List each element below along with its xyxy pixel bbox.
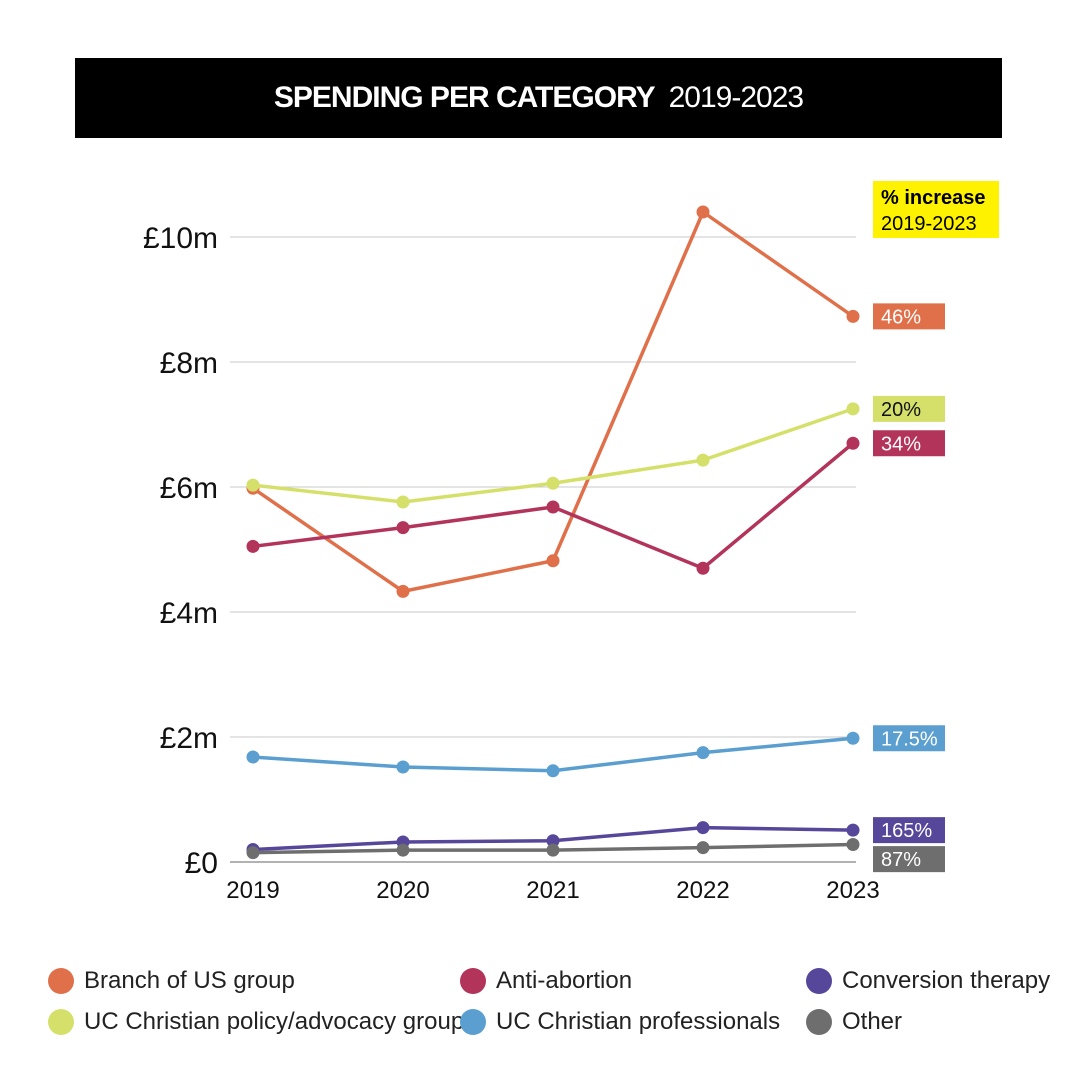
y-tick-label: £4m xyxy=(160,597,218,630)
data-point xyxy=(696,841,710,855)
legend-label: Anti-abortion xyxy=(496,967,633,994)
y-tick-label: £10m xyxy=(143,222,218,255)
data-point xyxy=(846,402,860,416)
data-point xyxy=(546,843,560,857)
x-tick-label: 2020 xyxy=(376,877,429,904)
data-point xyxy=(696,561,710,575)
x-tick-label: 2022 xyxy=(676,877,729,904)
legend-swatch xyxy=(806,968,832,994)
increase-header-box xyxy=(873,181,999,238)
data-point xyxy=(246,478,260,492)
legend-label: UC Christian professionals xyxy=(496,1008,781,1035)
data-point xyxy=(696,453,710,467)
data-point xyxy=(546,834,560,848)
legend-swatch xyxy=(48,1009,74,1035)
data-point xyxy=(846,436,860,450)
data-point xyxy=(246,846,260,860)
data-point xyxy=(246,750,260,764)
percent-label: 46% xyxy=(881,306,921,328)
percent-label-box xyxy=(873,817,945,844)
legend-label: Conversion therapy xyxy=(842,967,1051,994)
data-point xyxy=(396,521,410,535)
legend-label: Other xyxy=(842,1008,903,1035)
data-point xyxy=(696,205,710,219)
data-point xyxy=(846,731,860,745)
data-point xyxy=(396,495,410,509)
legend-item: UC Christian policy/advocacy groups xyxy=(48,1008,476,1036)
y-tick-label: £8m xyxy=(160,347,218,380)
percent-label-box xyxy=(873,303,945,330)
percent-label: 20% xyxy=(881,399,921,421)
increase-header-line: % increase xyxy=(881,187,986,209)
y-tick-label: £6m xyxy=(160,472,218,505)
data-point xyxy=(696,821,710,835)
data-point xyxy=(846,823,860,837)
x-tick-label: 2019 xyxy=(226,877,279,904)
y-tick-label: £0 xyxy=(185,847,218,880)
legend: Branch of US group Anti-abortion Convers… xyxy=(0,955,1080,1055)
legend-swatch xyxy=(460,1009,486,1035)
percent-label: 87% xyxy=(881,849,921,871)
data-point xyxy=(696,746,710,760)
data-point xyxy=(546,554,560,568)
percent-label-box xyxy=(873,430,945,457)
legend-label: UC Christian policy/advocacy groups xyxy=(84,1008,477,1035)
legend-swatch xyxy=(460,968,486,994)
x-tick-label: 2023 xyxy=(826,877,879,904)
percent-label-box xyxy=(873,725,945,752)
legend-item: Other xyxy=(806,1008,902,1036)
data-point xyxy=(246,539,260,553)
percent-label-box xyxy=(873,846,945,873)
percent-label-box xyxy=(873,395,945,422)
legend-item: UC Christian professionals xyxy=(460,1008,780,1036)
y-tick-label: £2m xyxy=(160,722,218,755)
legend-swatch xyxy=(806,1009,832,1035)
percent-label: 165% xyxy=(881,820,932,842)
legend-label: Branch of US group xyxy=(84,967,295,994)
data-point xyxy=(396,584,410,598)
percent-label: 17.5% xyxy=(881,728,938,750)
data-point xyxy=(546,500,560,514)
legend-item: Branch of US group xyxy=(48,967,295,995)
title-main: SPENDING PER CATEGORY xyxy=(273,81,656,114)
data-point xyxy=(396,760,410,774)
data-point xyxy=(846,309,860,323)
data-point xyxy=(546,476,560,490)
chart-title: SPENDING PER CATEGORY 2019-2023 xyxy=(75,58,1002,138)
legend-swatch xyxy=(48,968,74,994)
legend-item: Anti-abortion xyxy=(460,967,632,995)
x-tick-label: 2021 xyxy=(526,877,579,904)
title-years: 2019-2023 xyxy=(668,81,804,114)
increase-header-line: 2019-2023 xyxy=(881,213,977,235)
legend-item: Conversion therapy xyxy=(806,967,1050,995)
line-chart: £0 £2m £4m £6m £8m £10m 2019 2020 2021 2022 2023 % … xyxy=(143,181,999,904)
percent-label: 34% xyxy=(881,433,921,455)
data-point xyxy=(546,764,560,778)
data-point xyxy=(846,838,860,851)
data-point xyxy=(396,843,410,857)
